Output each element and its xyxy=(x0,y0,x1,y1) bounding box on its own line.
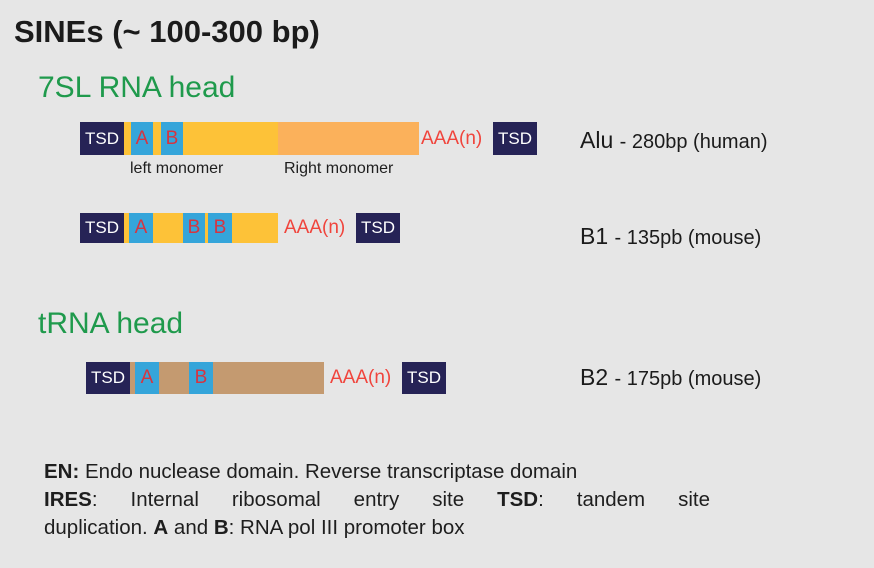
legend-text-en: Endo nuclease domain. Reverse transcript… xyxy=(79,460,578,483)
legend-term-tsd: TSD xyxy=(497,488,539,511)
alu-box-a: A xyxy=(131,122,153,155)
b2-name: B2 xyxy=(580,364,609,390)
legend-term-en: EN: xyxy=(44,460,80,483)
legend-text-tsd: : tandem site xyxy=(538,488,710,511)
section-heading-7sl: 7SL RNA head xyxy=(38,71,236,104)
alu-left-monomer-label: left monomer xyxy=(130,160,224,177)
legend-text-ires: : Internal ribosomal entry site xyxy=(91,488,498,511)
legend-text-promoter: : RNA pol III promoter box xyxy=(228,516,465,539)
b1-polya-tail: AAA(n) xyxy=(284,217,346,238)
alu-description: - 280bp (human) xyxy=(619,131,768,153)
b2-box-a: A xyxy=(135,362,159,394)
b2-polya-tail: AAA(n) xyxy=(330,367,392,388)
alu-tsd-left: TSD xyxy=(80,122,124,155)
alu-polya-tail: AAA(n) xyxy=(421,127,483,149)
b1-box-b-second: B xyxy=(208,213,232,243)
alu-right-monomer xyxy=(278,122,419,155)
b2-element-diagram: TSD A B AAA(n) TSD xyxy=(86,362,446,394)
b1-name: B1 xyxy=(580,223,609,249)
b2-body xyxy=(130,362,324,394)
b1-description: - 135pb (mouse) xyxy=(614,227,762,249)
legend: EN: Endo nuclease domain. Reverse transc… xyxy=(44,458,710,542)
b2-tsd-right: TSD xyxy=(402,362,446,394)
alu-label: Alu - 280bp (human) xyxy=(580,127,768,154)
alu-right-monomer-label: Right monomer xyxy=(284,160,394,177)
legend-text-and: and xyxy=(168,516,214,539)
b1-box-b-first: B xyxy=(183,213,205,243)
b2-label: B2 - 175pb (mouse) xyxy=(580,364,761,391)
b2-description: - 175pb (mouse) xyxy=(614,368,762,390)
legend-term-a: A xyxy=(153,516,169,539)
b2-tsd-left: TSD xyxy=(86,362,130,394)
legend-line-promoter: duplication. A and B: RNA pol III promot… xyxy=(44,514,710,542)
alu-tsd-right: TSD xyxy=(493,122,537,155)
b1-label: B1 - 135pb (mouse) xyxy=(580,223,761,250)
alu-element-diagram: TSD A B AAA(n) TSD xyxy=(80,122,540,155)
b1-tsd-right: TSD xyxy=(356,213,400,243)
b1-element-diagram: TSD A B B AAA(n) TSD xyxy=(80,213,400,243)
legend-line-en: EN: Endo nuclease domain. Reverse transc… xyxy=(44,458,710,486)
page-title: SINEs (~ 100-300 bp) xyxy=(14,14,320,49)
b1-box-a: A xyxy=(129,213,153,243)
section-heading-trna: tRNA head xyxy=(38,307,184,340)
b1-tsd-left: TSD xyxy=(80,213,124,243)
legend-term-b: B xyxy=(213,516,229,539)
legend-line-ires: IRES: Internal ribosomal entry site TSD:… xyxy=(44,486,710,514)
b2-box-b: B xyxy=(189,362,213,394)
alu-name: Alu xyxy=(580,127,614,153)
legend-term-ires: IRES xyxy=(44,488,92,511)
alu-box-b: B xyxy=(161,122,183,155)
legend-text-duplication: duplication. xyxy=(44,516,154,539)
